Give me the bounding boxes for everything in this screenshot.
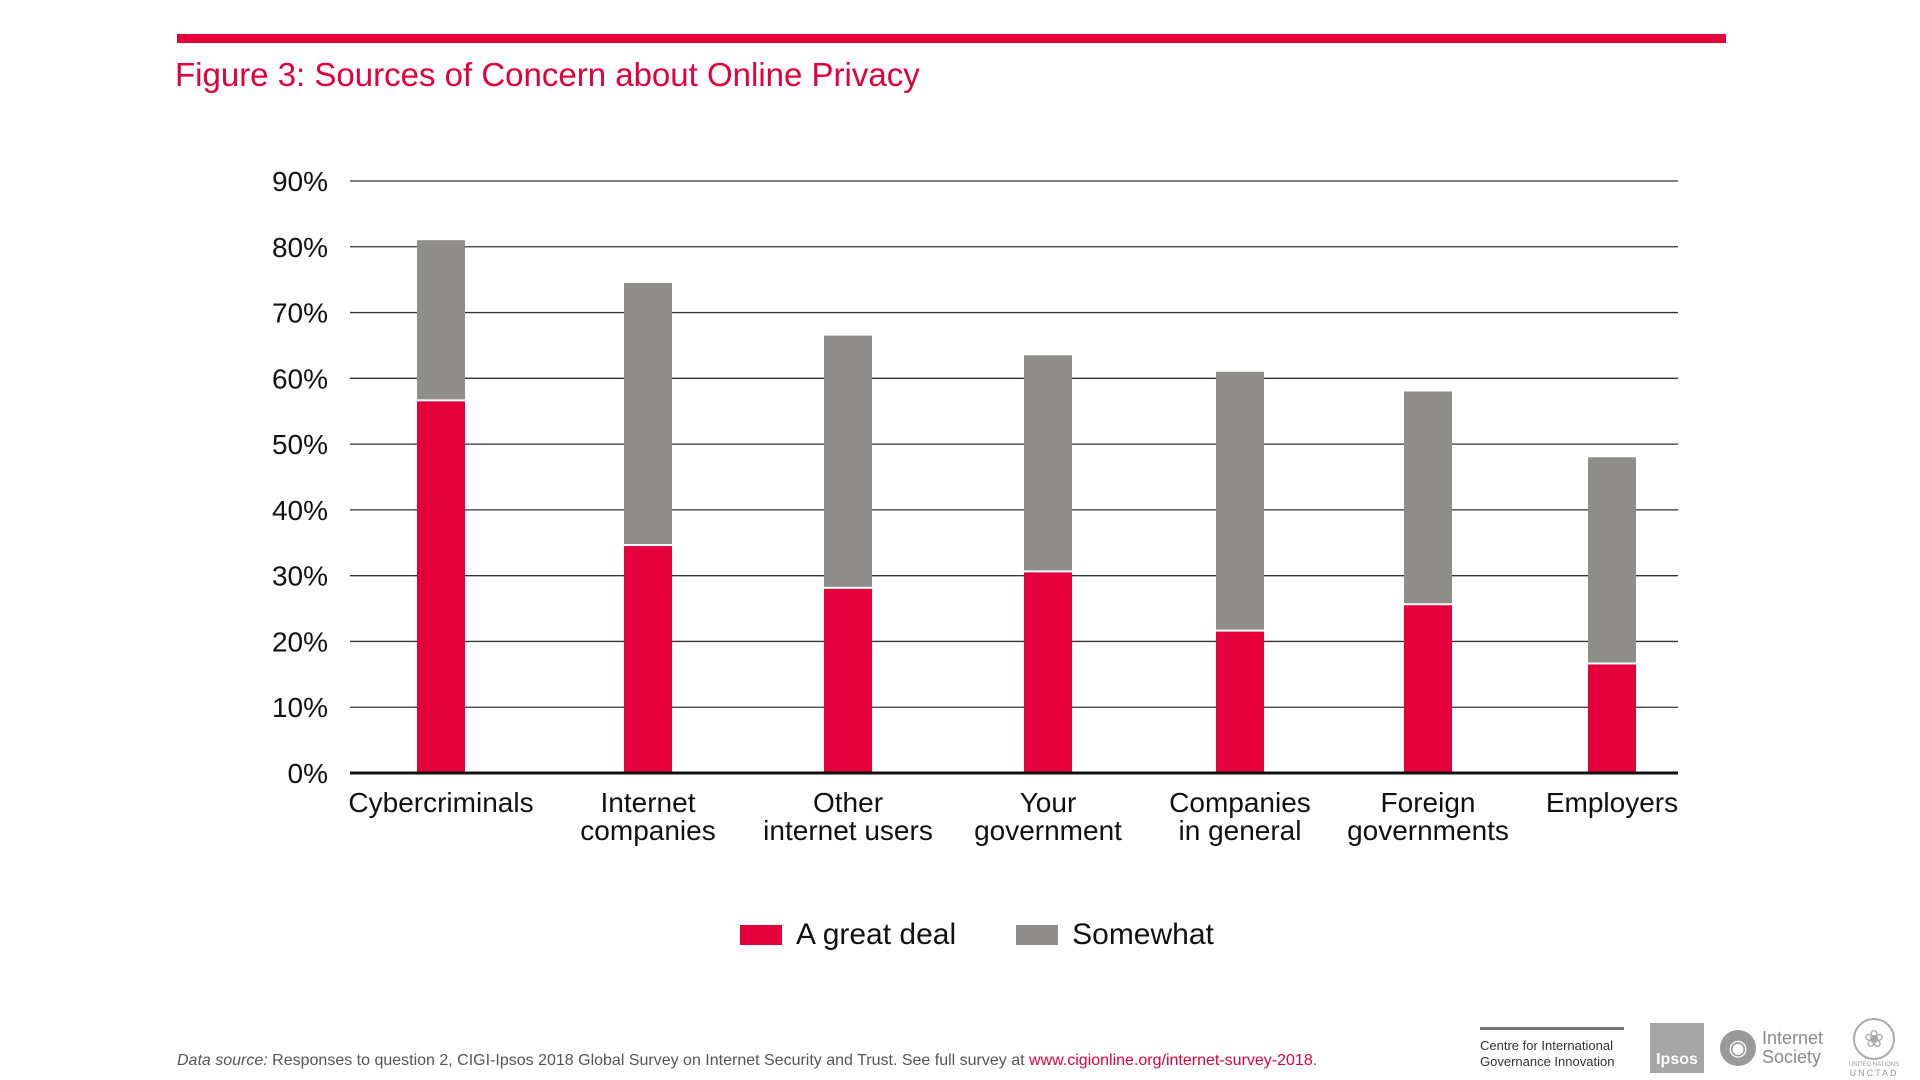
- x-category-line-5-0: Foreign: [1381, 787, 1476, 818]
- bar-somewhat-0: [417, 240, 465, 400]
- cigi-logo: Centre for International Governance Inno…: [1480, 1026, 1624, 1070]
- bar-great-deal-1: [624, 546, 672, 773]
- bar-great-deal-2: [824, 588, 872, 773]
- x-category-line-4-0: Companies: [1169, 787, 1311, 818]
- legend-swatch-great-deal: [740, 925, 782, 945]
- ipsos-logo: Ipsos: [1650, 1023, 1704, 1073]
- y-tick-label-60: 60%: [272, 363, 328, 394]
- top-rule: [177, 34, 1726, 43]
- bar-somewhat-2: [824, 335, 872, 587]
- x-category-line-0-0: Cybercriminals: [348, 787, 533, 818]
- x-category-label-2: Other internet users: [763, 787, 933, 846]
- category-labels: Cybercriminals Internet companies Other inte…: [348, 787, 1678, 846]
- bar-great-deal-4: [1216, 631, 1264, 773]
- x-category-line-6-0: Employers: [1546, 787, 1678, 818]
- bar-somewhat-1: [624, 282, 672, 545]
- x-category-label-1: Internet companies: [580, 787, 715, 846]
- figure-title: Figure 3: Sources of Concern about Onlin…: [175, 56, 920, 93]
- x-category-line-3-0: Your: [1020, 787, 1077, 818]
- stacked-bar-chart: 0% 10% 20% 30% 40% 50% 60% 70% 80% 90% Cybercrimi…: [272, 166, 1678, 846]
- un-small-text: UNITED NATIONS: [1848, 1062, 1900, 1068]
- legend: A great deal Somewhat: [740, 918, 1274, 952]
- bar-great-deal-6: [1588, 664, 1636, 773]
- y-tick-label-30: 30%: [272, 561, 328, 592]
- y-tick-label-40: 40%: [272, 495, 328, 526]
- x-category-label-5: Foreign governments: [1347, 787, 1509, 846]
- isoc-line-1: Internet: [1762, 1028, 1824, 1048]
- bar-great-deal-3: [1024, 572, 1072, 773]
- source-link[interactable]: www.cigionline.org/internet-survey-2018: [1029, 1052, 1313, 1069]
- y-tick-label-80: 80%: [272, 232, 328, 263]
- source-text: Responses to question 2, CIGI-Ipsos 2018…: [267, 1052, 1030, 1069]
- y-tick-label-90: 90%: [272, 166, 328, 197]
- bars: [417, 240, 1636, 773]
- bar-somewhat-6: [1588, 457, 1636, 663]
- y-tick-label-50: 50%: [272, 429, 328, 460]
- y-tick-label-10: 10%: [272, 692, 328, 723]
- x-category-line-1-1: companies: [580, 815, 715, 846]
- bar-great-deal-5: [1404, 605, 1452, 773]
- legend-swatch-somewhat: [1016, 925, 1059, 945]
- x-category-label-0: Cybercriminals: [348, 787, 533, 818]
- bar-somewhat-4: [1216, 371, 1264, 630]
- un-emblem-icon: ❀: [1853, 1018, 1896, 1060]
- internet-society-logo: ◉ Internet Society: [1720, 1029, 1823, 1067]
- x-category-label-6: Employers: [1546, 787, 1678, 818]
- x-category-line-2-1: internet users: [763, 815, 933, 846]
- legend-label-great-deal: A great deal: [796, 918, 957, 951]
- legend-item-great-deal: A great deal: [740, 918, 956, 952]
- y-axis-ticks: 0% 10% 20% 30% 40% 50% 60% 70% 80% 90%: [272, 166, 328, 789]
- unctad-text: UNCTAD: [1849, 1068, 1899, 1078]
- x-category-line-5-1: governments: [1347, 815, 1509, 846]
- y-tick-label-0: 0%: [288, 758, 328, 789]
- x-category-line-4-1: in general: [1179, 815, 1302, 846]
- x-category-label-4: Companies in general: [1169, 787, 1311, 846]
- legend-item-somewhat: Somewhat: [1016, 918, 1214, 952]
- gridlines: [350, 180, 1678, 708]
- legend-label-somewhat: Somewhat: [1072, 918, 1214, 951]
- isoc-line-2: Society: [1762, 1047, 1822, 1067]
- source-end: .: [1312, 1052, 1318, 1069]
- data-source-note: Data source: Responses to question 2, CI…: [177, 1052, 1317, 1070]
- bar-somewhat-5: [1404, 391, 1452, 604]
- partner-logos: Centre for International Governance Inno…: [1480, 1018, 1905, 1078]
- cigi-line-2: Governance Innovation: [1480, 1053, 1615, 1069]
- x-category-line-1-0: Internet: [601, 787, 696, 818]
- x-category-line-3-1: government: [974, 815, 1122, 846]
- globe-icon: ◉: [1720, 1030, 1756, 1066]
- bar-great-deal-0: [417, 401, 465, 773]
- unctad-logo: ❀ UNITED NATIONS UNCTAD: [1843, 1018, 1905, 1078]
- bar-somewhat-3: [1024, 355, 1072, 571]
- source-lead: Data source:: [177, 1052, 268, 1069]
- x-category-line-2-0: Other: [813, 787, 883, 818]
- y-tick-label-20: 20%: [272, 626, 328, 657]
- x-category-label-3: Your government: [974, 787, 1122, 846]
- y-tick-label-70: 70%: [272, 298, 328, 329]
- cigi-line-1: Centre for International: [1480, 1037, 1613, 1053]
